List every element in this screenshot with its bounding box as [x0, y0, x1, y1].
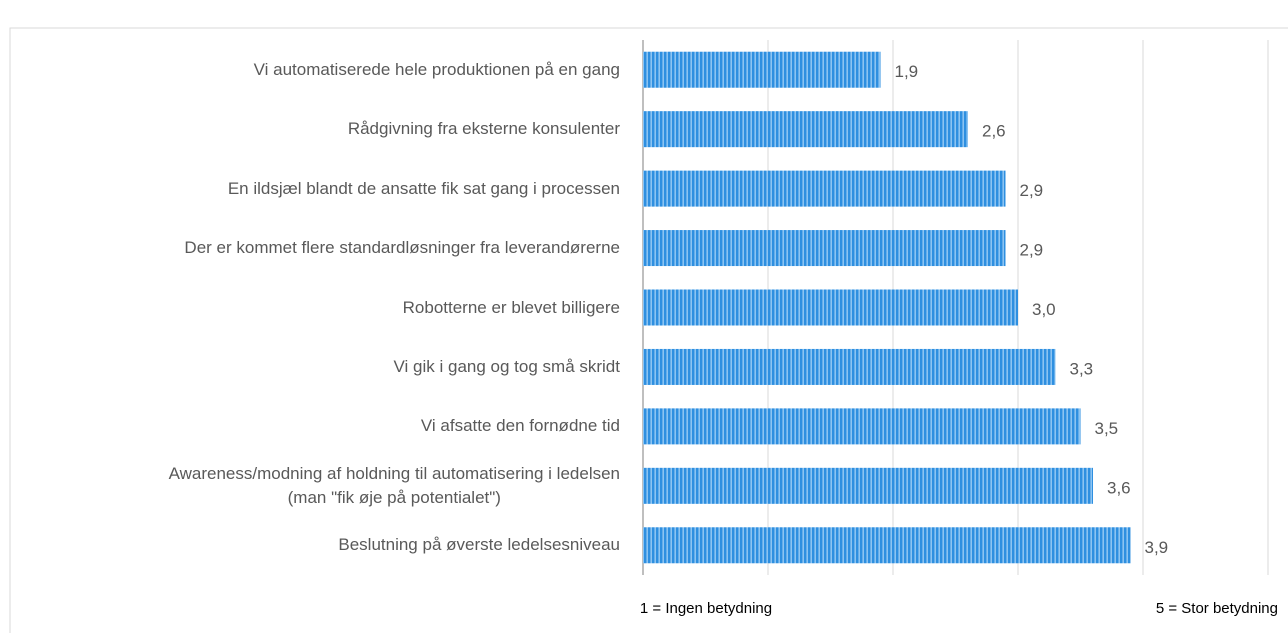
value-label: 2,9 — [1020, 241, 1044, 260]
bar — [643, 230, 1006, 267]
value-label: 3,9 — [1145, 538, 1169, 557]
bar — [643, 111, 968, 148]
bar — [643, 51, 881, 88]
category-label: Vi gik i gang og tog små skridt — [393, 356, 620, 376]
bar — [643, 467, 1093, 504]
value-label: 2,9 — [1020, 181, 1044, 200]
value-label: 3,5 — [1095, 419, 1119, 438]
category-label: Beslutning på øverste ledelsesniveau — [338, 535, 620, 555]
value-label: 1,9 — [895, 62, 919, 81]
category-label: Rådgivning fra eksterne konsulenter — [347, 119, 620, 139]
chart-frame — [9, 27, 1288, 633]
bar — [643, 170, 1006, 207]
value-label: 3,6 — [1107, 478, 1131, 497]
category-label: Der er kommet flere standardløsninger fr… — [184, 238, 620, 258]
bar — [643, 289, 1018, 326]
category-label: Vi afsatte den fornødne tid — [420, 416, 620, 436]
category-label: Vi automatiserede hele produktionen på e… — [253, 59, 620, 79]
value-label: 3,0 — [1032, 300, 1056, 319]
bar — [643, 408, 1081, 445]
bar — [643, 348, 1056, 385]
bar — [643, 527, 1131, 564]
low-annotation: 1 = Ingen betydning — [640, 600, 772, 617]
category-label: Awareness/modning af holdning til automa… — [168, 463, 620, 507]
value-label: 3,3 — [1070, 359, 1094, 378]
category-label: En ildsjæl blandt de ansatte fik sat gan… — [227, 178, 620, 198]
category-label: Robotterne er blevet billigere — [402, 297, 620, 317]
high-annotation: 5 = Stor betydning — [1156, 600, 1278, 617]
value-label: 2,6 — [982, 122, 1006, 141]
